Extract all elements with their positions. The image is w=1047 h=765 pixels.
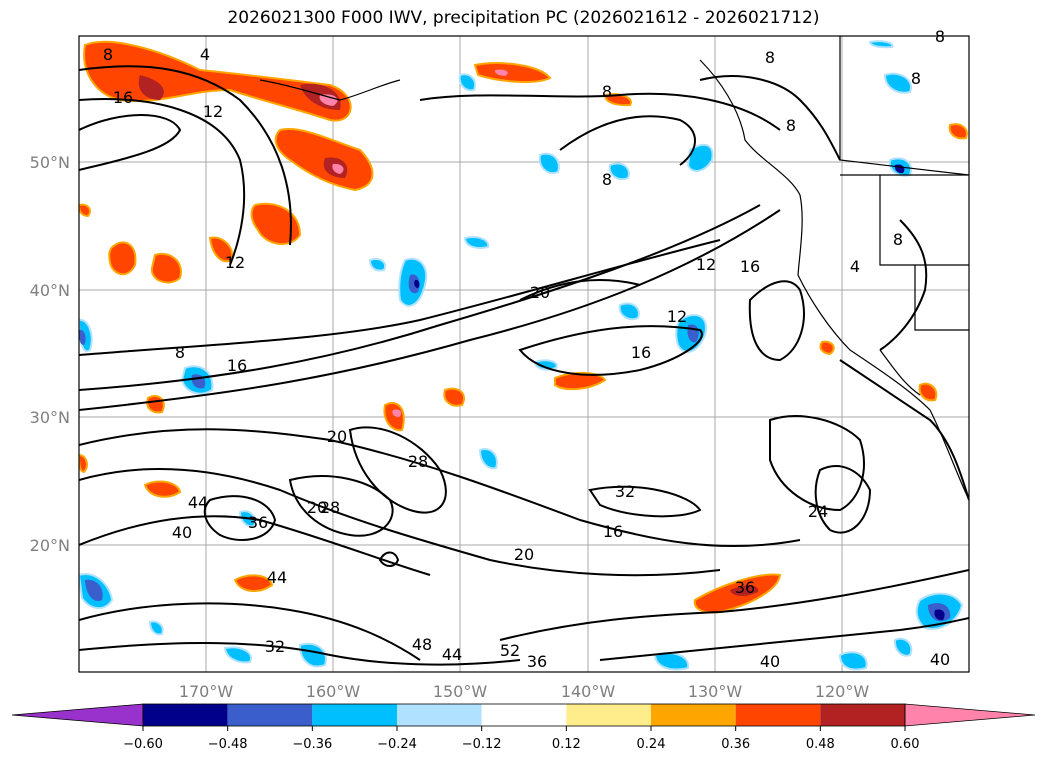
- contour-label: 40: [172, 523, 192, 542]
- contour-label: 12: [203, 102, 223, 121]
- colorbar-tick-label: −0.24: [377, 737, 417, 752]
- colorbar-outline: [142, 703, 906, 727]
- colorbar-segment: [481, 704, 567, 726]
- lon-label-130w: 130°W: [688, 682, 743, 701]
- iwv-contours: [79, 65, 969, 666]
- contour-label: 20: [307, 498, 327, 517]
- contour-label: 8: [765, 48, 775, 67]
- contour-label: 20: [530, 283, 550, 302]
- colorbar-tick-label: 0.60: [891, 737, 920, 752]
- contour-label: 4: [200, 45, 210, 64]
- map-title: 2026021300 F000 IWV, precipitation PC (2…: [227, 8, 820, 28]
- contour-label: 32: [615, 482, 635, 501]
- colorbar-tick-label: 0.36: [721, 737, 750, 752]
- contour-label: 44: [442, 645, 462, 664]
- colorbar-segment: [820, 704, 905, 726]
- contour-label: 8: [602, 82, 612, 101]
- lat-label-40n: 40°N: [30, 281, 70, 300]
- colorbar-segment: [566, 704, 651, 726]
- colorbar-extend-high: [904, 703, 1036, 727]
- contour-label: 40: [760, 652, 780, 671]
- longitude-labels: 170°W 160°W 150°W 140°W 130°W 120°W: [179, 682, 870, 701]
- contour-label: 28: [320, 498, 340, 517]
- colorbar-tick-label: 0.24: [637, 737, 666, 752]
- lon-label-170w: 170°W: [179, 682, 234, 701]
- contour-label: 20: [514, 545, 534, 564]
- lat-label-20n: 20°N: [30, 536, 70, 555]
- contour-label: 16: [227, 356, 247, 375]
- contour-label: 52: [500, 641, 520, 660]
- colorbar-segment: [651, 704, 736, 726]
- contour-label: 8: [786, 116, 796, 135]
- contour-label: 36: [248, 513, 268, 532]
- lon-label-140w: 140°W: [561, 682, 616, 701]
- lat-label-50n: 50°N: [30, 153, 70, 172]
- contour-label: 12: [667, 307, 687, 326]
- colorbar-tick-label: 0.48: [806, 737, 835, 752]
- colorbar-segment: [312, 704, 397, 726]
- contour-label: 8: [911, 69, 921, 88]
- contour-label: 12: [225, 253, 245, 272]
- contour-label: 4: [850, 257, 860, 276]
- contour-label: 44: [267, 568, 287, 587]
- lat-label-30n: 30°N: [30, 408, 70, 427]
- contour-label: 16: [113, 88, 133, 107]
- colorbar-extend-low: [11, 703, 144, 727]
- map-frame: [78, 35, 970, 673]
- contour-label: 8: [893, 230, 903, 249]
- contour-label: 16: [603, 522, 623, 541]
- colorbar-tick-label: −0.48: [208, 737, 248, 752]
- contour-label: 8: [935, 27, 945, 46]
- colorbar-tick-label: 0.12: [552, 737, 581, 752]
- colorbar: −0.60 −0.48 −0.36 −0.24 −0.12 0.12 0.24 0.36 0.4…: [11, 703, 1036, 752]
- contour-label: 44: [188, 493, 208, 512]
- contour-label: 12: [696, 255, 716, 274]
- contour-labels: 8 416128122012121616816202820364440443216…: [103, 27, 950, 671]
- precip-negative: [79, 40, 964, 671]
- contour-label: 40: [930, 650, 950, 669]
- colorbar-tick-label: −0.36: [292, 737, 332, 752]
- contour-label: 36: [735, 578, 755, 597]
- lon-label-120w: 120°W: [815, 682, 870, 701]
- contour-label: 16: [740, 257, 760, 276]
- colorbar-segment: [397, 704, 482, 726]
- colorbar-segment: [735, 704, 821, 726]
- contour-label: 24: [808, 502, 828, 521]
- contour-label: 20: [327, 427, 347, 446]
- contour-label: 32: [265, 637, 285, 656]
- contour-label: 16: [631, 343, 651, 362]
- latitude-labels: 50°N 40°N 30°N 20°N: [30, 153, 70, 555]
- precip-positive: [79, 40, 968, 614]
- contour-label: 8: [103, 45, 113, 64]
- contour-label: 28: [408, 452, 428, 471]
- coastline: [259, 36, 969, 501]
- contour-label: 36: [527, 652, 547, 671]
- colorbar-tick-label: −0.12: [462, 737, 502, 752]
- lon-label-150w: 150°W: [433, 682, 488, 701]
- contour-label: 8: [602, 170, 612, 189]
- contour-label: 8: [175, 343, 185, 362]
- contour-label: 48: [412, 635, 432, 654]
- colorbar-tick-label: −0.60: [123, 737, 163, 752]
- colorbar-segment: [227, 704, 313, 726]
- lon-label-160w: 160°W: [306, 682, 361, 701]
- colorbar-segment: [143, 704, 228, 726]
